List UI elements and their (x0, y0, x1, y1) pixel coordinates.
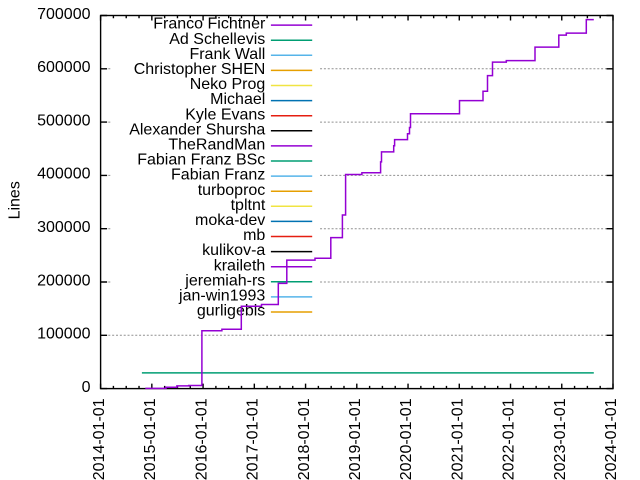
svg-text:Frank Wall: Frank Wall (189, 46, 265, 63)
svg-text:600000: 600000 (37, 59, 90, 76)
svg-text:Alexander Shursha: Alexander Shursha (129, 121, 265, 138)
svg-text:500000: 500000 (37, 112, 90, 129)
svg-text:300000: 300000 (37, 219, 90, 236)
svg-text:2022-01-01: 2022-01-01 (501, 398, 518, 480)
svg-text:Ad Schellevis: Ad Schellevis (169, 31, 265, 48)
svg-text:2016-01-01: 2016-01-01 (193, 398, 210, 480)
svg-text:TheRandMan: TheRandMan (168, 136, 265, 153)
svg-text:2023-01-01: 2023-01-01 (552, 398, 569, 480)
svg-text:2021-01-01: 2021-01-01 (449, 398, 466, 480)
svg-text:Kyle Evans: Kyle Evans (185, 106, 265, 123)
svg-text:0: 0 (82, 379, 91, 396)
svg-text:2024-01-01: 2024-01-01 (603, 398, 620, 480)
svg-text:gurligebis: gurligebis (197, 303, 265, 320)
svg-text:2018-01-01: 2018-01-01 (296, 398, 313, 480)
svg-text:Michael: Michael (210, 91, 265, 108)
svg-text:700000: 700000 (37, 6, 90, 23)
svg-text:Neko Prog: Neko Prog (190, 76, 266, 93)
svg-text:moka-dev: moka-dev (195, 212, 265, 229)
svg-text:400000: 400000 (37, 166, 90, 183)
svg-text:200000: 200000 (37, 272, 90, 289)
svg-text:kraileth: kraileth (214, 257, 266, 274)
svg-text:Lines: Lines (7, 181, 24, 219)
svg-text:2015-01-01: 2015-01-01 (142, 398, 159, 480)
svg-text:mb: mb (243, 227, 265, 244)
svg-text:Christopher SHEN: Christopher SHEN (134, 61, 266, 78)
svg-text:100000: 100000 (37, 326, 90, 343)
svg-text:kulikov-a: kulikov-a (202, 242, 265, 259)
svg-text:2020-01-01: 2020-01-01 (398, 398, 415, 480)
svg-text:tpltnt: tpltnt (231, 197, 266, 214)
svg-text:jan-win1993: jan-win1993 (178, 287, 265, 304)
svg-text:Fabian Franz: Fabian Franz (171, 167, 265, 184)
svg-text:jeremiah-rs: jeremiah-rs (184, 272, 265, 289)
svg-text:2019-01-01: 2019-01-01 (347, 398, 364, 480)
svg-text:turboproc: turboproc (198, 182, 266, 199)
svg-text:2014-01-01: 2014-01-01 (91, 398, 108, 480)
svg-text:Fabian Franz BSc: Fabian Franz BSc (137, 152, 265, 169)
svg-text:Franco Fichtner: Franco Fichtner (153, 16, 266, 33)
svg-text:2017-01-01: 2017-01-01 (245, 398, 262, 480)
